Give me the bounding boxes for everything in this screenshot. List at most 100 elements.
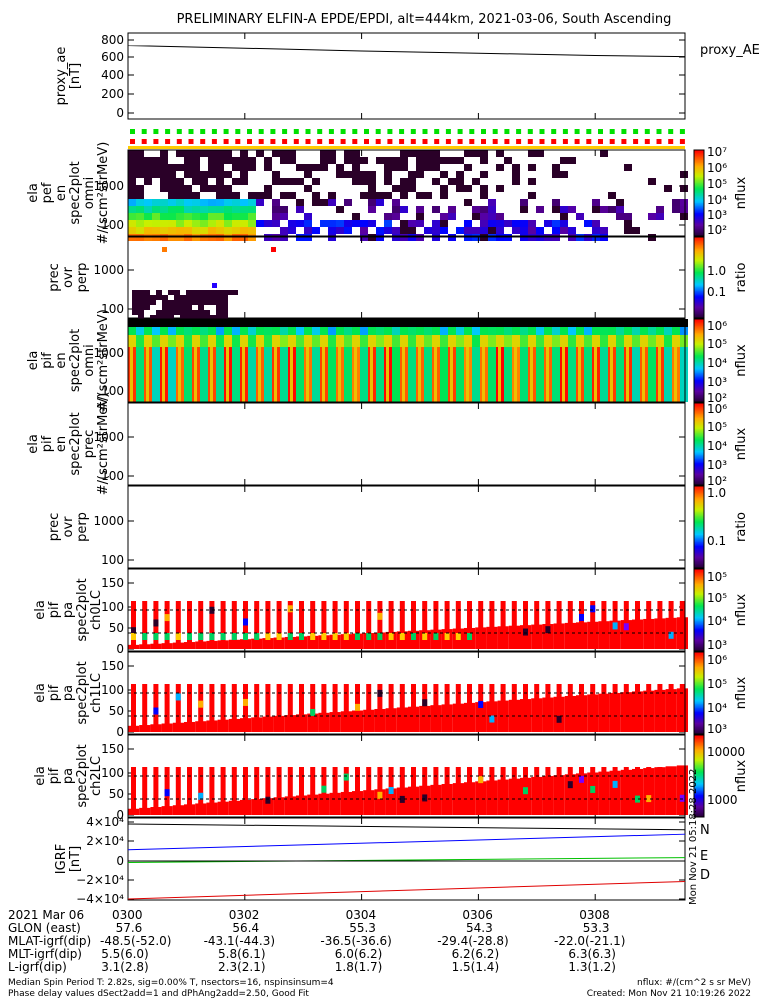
colorbar-cb8-cell (694, 735, 704, 737)
colorbar-cb2-cell (694, 282, 704, 285)
colorbar-cb7-cell (694, 729, 704, 732)
pef-omni-cell (152, 206, 160, 213)
colorbar-cb1-cell (694, 204, 704, 207)
colorbar-cb2-cell (694, 251, 704, 254)
pef-omni-cell (248, 220, 256, 227)
panel-pa-ch0-fill (542, 624, 554, 649)
status-dot-red (258, 139, 264, 144)
pef-omni-cell (232, 213, 240, 220)
prec1-cell (210, 300, 216, 305)
pif-cell (440, 347, 448, 402)
colorbar-cb3-cell (694, 319, 704, 321)
colorbar-cb4-tick: 10³ (707, 458, 727, 472)
colorbar-cb7-cell (694, 671, 704, 673)
pef-omni-cell (328, 192, 336, 199)
panel-pa-ch0-fill (564, 622, 576, 649)
pef-omni-cell (240, 213, 248, 220)
panel-pa-ch0-lowrow (220, 633, 226, 640)
panel-prec-ovr-perp-1-ylabel: perp (75, 263, 90, 293)
colorbar-cb8-cell (694, 782, 704, 785)
panel-pa-ch0-bar (411, 601, 416, 649)
panel-pif-omni-ytick-label: 100 (101, 384, 124, 398)
panel-pa-ch2-cell (579, 775, 584, 783)
pif-cell (640, 327, 648, 335)
colorbar-cb4-cell (694, 409, 704, 412)
colorbar-cb2-cell (694, 253, 704, 256)
panel-pa-ch0-lowrow (310, 633, 316, 640)
pef-omni-cell (176, 227, 184, 234)
panel-pa-ch0-fill (172, 642, 184, 649)
igrf-line-E (127, 857, 686, 863)
prec1-cell (156, 295, 162, 300)
panel-pa-ch1-fill (329, 712, 341, 732)
panel-pa-ch0-bar (276, 601, 282, 649)
panel-pa-ch1-fill (318, 712, 330, 732)
pef-omni-cell (280, 227, 288, 234)
pef-omni-cell (224, 171, 232, 178)
pif-cell (584, 347, 592, 402)
colorbar-cb5-border (693, 485, 705, 569)
pif-cell (344, 347, 352, 402)
status-dot-green (165, 129, 171, 134)
colorbar-cb1-tick: 10⁷ (707, 145, 727, 159)
pif-cell (488, 347, 496, 402)
panel-pa-ch0-fill (128, 644, 140, 649)
pef-omni-cell (280, 206, 288, 213)
panel-pa-ch0-fill (497, 626, 509, 649)
pif-cell-inner (674, 347, 677, 402)
colorbar-cb4-cell (694, 435, 704, 438)
colorbar-cb4-cell (694, 431, 704, 434)
colorbar-cb1-cell (694, 182, 704, 185)
panel-prec-ovr-perp-2-ylabel: prec (47, 513, 62, 541)
colorbar-cb6-cell (694, 574, 704, 577)
pif-cell (512, 327, 520, 335)
colorbar-cb3-cell (694, 396, 704, 399)
colorbar-cb4-cell (694, 463, 704, 465)
pef-omni-cell (320, 157, 328, 164)
pif-cell (320, 327, 328, 335)
pif-cell (680, 347, 688, 402)
panel-pa-ch1-cell (310, 708, 316, 716)
colorbar-cb8-cell (694, 811, 704, 814)
prec1-cell (162, 295, 168, 300)
colorbar-cb1-cell (694, 227, 704, 230)
pif-cell (648, 347, 656, 402)
pef-omni-cell (184, 213, 192, 220)
pef-omni-cell (384, 178, 392, 185)
prec1-cell (132, 305, 138, 310)
colorbar-cb4-cell (694, 474, 704, 476)
pif-cell (672, 335, 680, 347)
panel-pa-ch0-fill (251, 638, 263, 649)
ephemeris-value: 55.3 (349, 921, 376, 935)
colorbar-cb1-cell (694, 228, 704, 231)
prec1-cell (222, 295, 228, 300)
panel-pa-ch1-fill (497, 700, 509, 732)
panel-pa-ch0-lowrow (366, 633, 372, 640)
pif-cell (256, 335, 264, 347)
pif-cell (632, 347, 640, 402)
pif-cell (280, 319, 288, 327)
panel-pa-ch2-bar (343, 767, 349, 815)
pif-cell-inner (322, 347, 325, 402)
panel-pa-ch0-cell (523, 628, 528, 636)
colorbar-cb6-cell (694, 569, 704, 571)
panel-pa-ch2-fill (643, 768, 655, 815)
colorbar-cb7-cell (694, 662, 704, 665)
status-dot-green (375, 129, 381, 134)
colorbar-cb6-cell (694, 646, 704, 649)
panel-pa-ch1-border (127, 651, 686, 735)
pef-omni-cell (184, 192, 192, 199)
status-dot-red (586, 139, 592, 144)
panel-pa-ch1-ylabel: ela (33, 683, 48, 703)
status-dot-red (457, 139, 463, 144)
pef-omni-cell (360, 192, 368, 199)
pef-omni-cell (464, 164, 472, 171)
colorbar-cb2: 1.00.1 ratio (693, 236, 749, 319)
colorbar-cb4-tick: 10⁶ (707, 402, 727, 416)
panel-proxy-ae-ytick-label: 400 (101, 68, 124, 82)
pef-omni-cell (360, 157, 368, 164)
colorbar-cb5-cell (694, 547, 704, 550)
colorbar-cb6-cell (694, 594, 704, 597)
